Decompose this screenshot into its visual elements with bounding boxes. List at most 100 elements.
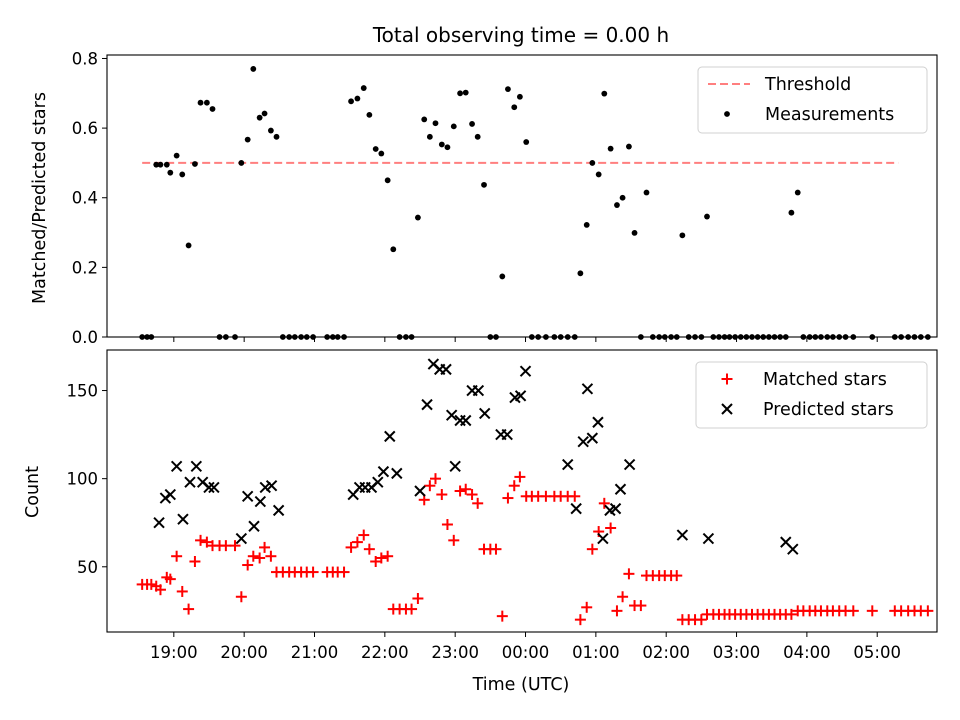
measurement-point (788, 209, 795, 216)
measurement-point (607, 145, 614, 152)
predicted-point (592, 416, 604, 428)
predicted-point (440, 363, 452, 376)
predicted-point (203, 481, 215, 494)
predicted-point (414, 485, 426, 497)
ratio-panel: 0.00.20.40.60.8 Matched/Predicted stars … (30, 49, 938, 347)
matched-point (429, 473, 441, 485)
matched-point (201, 536, 213, 548)
matched-point (490, 543, 502, 555)
predicted-point (460, 414, 472, 427)
y-tick-label: 0.6 (72, 119, 98, 138)
matched-point (424, 480, 436, 492)
measurement-point (589, 160, 596, 166)
measurement-point (267, 127, 274, 134)
y-tick-label: 0.4 (72, 189, 98, 208)
legend-predicted-swatch (721, 403, 733, 415)
y-tick-label: 0.0 (72, 328, 98, 347)
measurement-point (384, 177, 391, 184)
matched-point (574, 614, 586, 626)
measurement-point (157, 161, 164, 168)
matched-point (247, 550, 259, 562)
measurement-point (153, 161, 160, 168)
predicted-point (702, 532, 715, 545)
x-tick-label: 21:00 (291, 643, 339, 662)
measurement-point (601, 90, 608, 97)
count-panel: 19:00 20:00 21:00 22:00 23:00 00:00 01:00 02:00… (23, 349, 938, 695)
predicted-point (235, 532, 248, 545)
matched-point (406, 603, 418, 615)
y-tick-label: 50 (77, 558, 98, 577)
matched-point (671, 570, 683, 582)
predicted-point (372, 476, 384, 488)
matched-point (496, 610, 508, 622)
measurement-point (499, 273, 506, 280)
measurement-point (209, 106, 216, 112)
predicted-point (384, 430, 396, 443)
y-tick-label: 0.8 (72, 49, 98, 68)
predicted-point (581, 383, 594, 395)
predicted-point (254, 495, 267, 508)
measurement-point (577, 270, 584, 277)
predicted-point (272, 504, 285, 517)
measurement-point (457, 90, 464, 97)
matched-point (441, 518, 453, 530)
matched-point (922, 605, 934, 617)
legend-threshold-label: Threshold (764, 75, 851, 95)
count-panel-xlabel: Time (UTC) (472, 675, 570, 695)
matched-point (259, 541, 271, 553)
matched-point (242, 559, 254, 571)
predicted-point (190, 460, 203, 473)
legend-matched-swatch (721, 373, 733, 385)
predicted-point (208, 481, 220, 494)
matched-point (623, 568, 635, 580)
measurement-point (238, 160, 245, 166)
predicted-point (170, 460, 183, 473)
matched-point (235, 591, 247, 603)
matched-point (866, 605, 878, 617)
measurement-point (595, 171, 602, 178)
matched-point (581, 601, 593, 613)
measurement-point (366, 111, 373, 118)
measurement-point (179, 171, 186, 178)
matched-point (454, 485, 466, 497)
measurement-point (197, 99, 204, 106)
measurement-point (679, 232, 686, 239)
measurement-point (619, 194, 626, 201)
predicted-point (586, 432, 599, 444)
count-panel-legend: Matched stars Predicted stars (695, 361, 928, 429)
predicted-point (514, 390, 527, 402)
predicted-point (787, 543, 799, 555)
measurement-point (505, 86, 511, 93)
matched-point (508, 480, 520, 492)
measurement-point (250, 66, 257, 72)
matched-point (254, 552, 266, 564)
chart-title: Total observing time = 0.00 h (372, 23, 669, 47)
matched-point (635, 600, 647, 612)
matched-point (176, 585, 188, 597)
matched-point (436, 489, 448, 501)
matched-point (514, 471, 526, 483)
measurement-point (372, 146, 379, 152)
matched-point (338, 566, 350, 578)
matched-point (307, 566, 319, 578)
legend-box (695, 361, 928, 429)
matched-point (183, 603, 195, 615)
matched-point (611, 605, 623, 617)
x-tick-label: 00:00 (502, 643, 550, 662)
measurement-point (354, 95, 361, 102)
measurement-point (378, 150, 385, 157)
matched-point (472, 497, 484, 509)
ratio-panel-frame (106, 54, 938, 338)
x-tick-label: 19:00 (150, 643, 198, 662)
x-tick-label: 22:00 (361, 643, 409, 662)
predicted-point (479, 407, 491, 420)
matched-point (382, 550, 394, 562)
count-panel-frame (106, 349, 938, 633)
y-tick-label: 100 (67, 470, 99, 489)
matched-point (375, 552, 387, 564)
measurement-point (173, 152, 180, 159)
measurement-point (360, 85, 367, 91)
measurement-point (167, 169, 174, 176)
measurement-point (462, 89, 469, 96)
matched-point (145, 578, 157, 590)
